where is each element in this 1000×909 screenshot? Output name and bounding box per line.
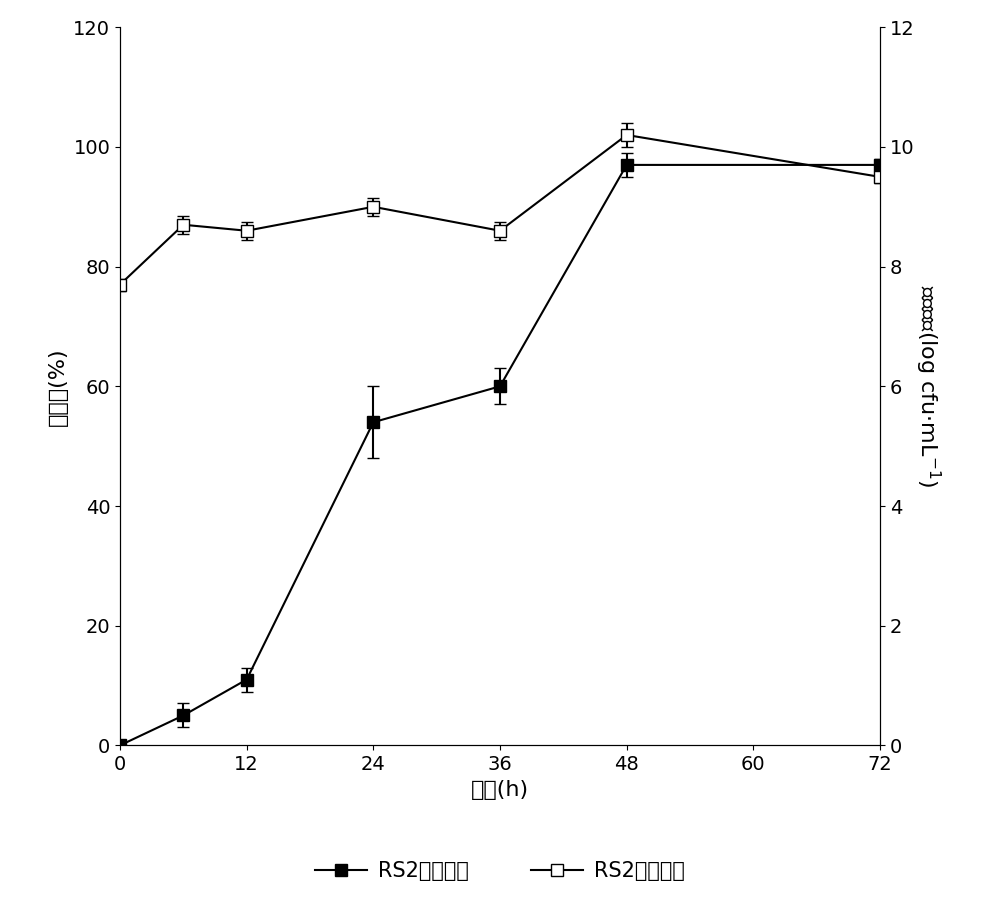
X-axis label: 时间(h): 时间(h) bbox=[471, 780, 529, 800]
Y-axis label: 降解率(%): 降解率(%) bbox=[48, 347, 68, 425]
Legend: RS2降解曲线, RS2生长曲线: RS2降解曲线, RS2生长曲线 bbox=[307, 853, 693, 890]
Y-axis label: 细菌数量(log cfu·mL$^{-1}$): 细菌数量(log cfu·mL$^{-1}$) bbox=[913, 285, 942, 487]
